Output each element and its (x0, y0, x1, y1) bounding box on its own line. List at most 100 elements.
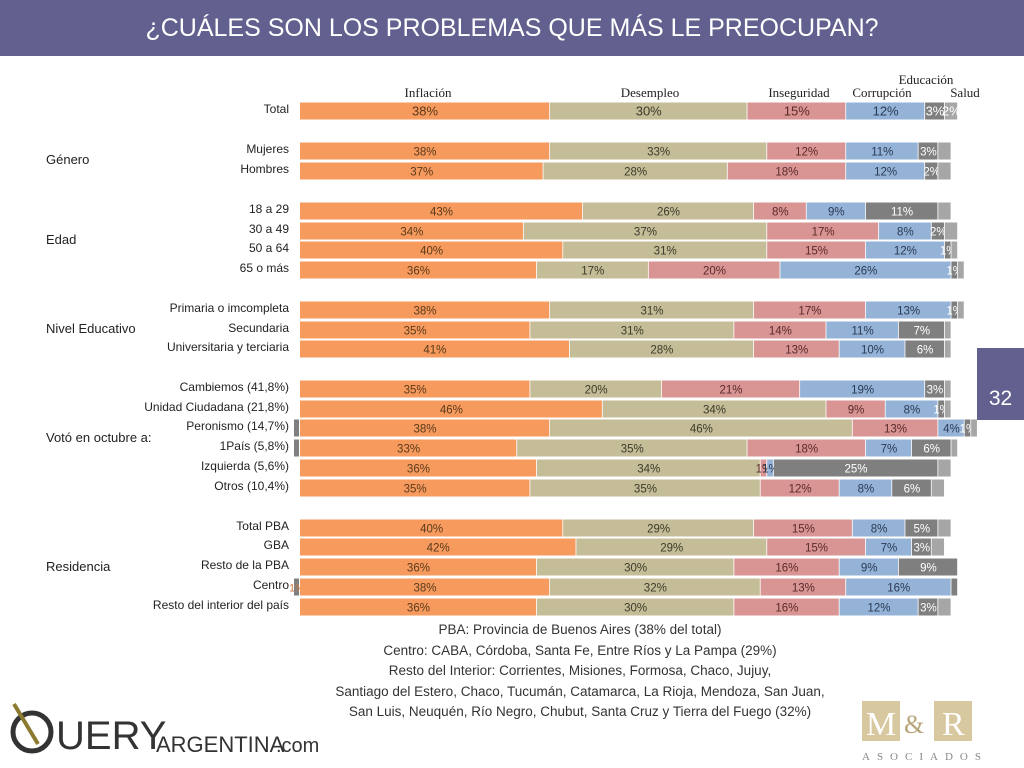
bar-data-label: 20% (585, 385, 608, 397)
bar-segment (938, 598, 951, 616)
footnote-line: San Luis, Neuquén, Río Negro, Chubut, Sa… (348, 704, 812, 719)
bar-segment (918, 142, 938, 160)
footnotes: PBA: Provincia de Buenos Aires (38% del … (300, 620, 860, 723)
bar-data-label: 12% (873, 104, 899, 119)
bar-data-label: 3% (926, 104, 945, 119)
bar-segment (550, 301, 754, 319)
bar-segment (517, 439, 747, 457)
legend-label-inflación: Inflación (405, 85, 452, 100)
bar-segment (760, 479, 839, 497)
bar-data-label: 18% (775, 167, 798, 179)
bar-segment (747, 439, 866, 457)
bar-data-label: 43% (430, 207, 453, 219)
bar-segment (898, 321, 945, 339)
bar-segment (767, 538, 866, 556)
bar-segment (938, 459, 951, 477)
bar-data-label: 12% (894, 246, 917, 258)
bar-segment (865, 202, 938, 220)
bar-segment (839, 558, 898, 576)
bar-data-label: 15% (805, 246, 828, 258)
bar-segment (826, 321, 898, 339)
category-label: Izquierda (5,6%) (200, 459, 289, 473)
bar-segment (300, 261, 537, 279)
bar-data-label: 41% (423, 345, 446, 357)
bar-segment (734, 598, 839, 616)
bar-segment (925, 102, 945, 120)
bar-segment (734, 321, 826, 339)
bar-data-label: 6% (904, 484, 921, 496)
category-label: Resto del interior del país (152, 598, 289, 612)
bar-segment (971, 419, 977, 437)
group-label: Nivel Educativo (46, 320, 136, 336)
bar-data-label: 36% (407, 563, 430, 575)
bar-data-label: 4% (943, 424, 960, 436)
bar-segment (300, 538, 576, 556)
mr-asociados-logo: M & R ASOCIADOS (862, 701, 981, 763)
bar-data-label: 8% (871, 524, 888, 536)
bar-data-label: 17% (812, 227, 835, 239)
category-label: 18 a 29 (248, 202, 289, 216)
bar-data-label: 15% (784, 104, 810, 119)
bar-data-label: 35% (634, 484, 657, 496)
bar-data-label: 16% (775, 603, 798, 615)
bar-segment (852, 419, 938, 437)
bar-data-label: 9% (920, 563, 937, 575)
bar-segment (300, 301, 550, 319)
bar-segment (550, 419, 852, 437)
bar-segment (300, 400, 602, 418)
category-label: 1País (5,8%) (219, 439, 289, 453)
bar-segment (938, 400, 945, 418)
bar-data-label: 12% (874, 167, 897, 179)
bar-data-label: 17% (798, 306, 821, 318)
bar-segment (300, 241, 563, 259)
bar-data-label: 38% (412, 104, 438, 119)
bar-segment (530, 321, 734, 339)
bar-segment (300, 321, 530, 339)
bar-segment (846, 142, 918, 160)
bar-segment (964, 419, 971, 437)
title-bar (0, 0, 1024, 56)
bar-data-label: 6% (923, 444, 940, 456)
bar-segment (911, 538, 931, 556)
bar-segment (951, 241, 958, 259)
bar-segment (846, 578, 951, 596)
bar-data-label: 12% (789, 484, 812, 496)
bar-segment (918, 598, 938, 616)
footnote-line: Santiago del Estero, Chaco, Tucumán, Cat… (335, 683, 825, 699)
bar-segment (300, 459, 537, 477)
bar-data-label: 3% (920, 603, 937, 615)
bar-segment (550, 578, 760, 596)
bar-data-label: 33% (647, 147, 670, 159)
bar-segment (925, 162, 938, 180)
category-label: Primaria o imcompleta (169, 301, 289, 315)
bar-data-label: 29% (647, 524, 670, 536)
bar-segment (576, 538, 767, 556)
bar-data-label: 11% (891, 207, 913, 219)
bar-data-label: 40% (420, 524, 443, 536)
bar-segment (536, 261, 648, 279)
bar-leading-mark (294, 439, 299, 457)
bar-segment (754, 301, 866, 319)
category-label: 50 a 64 (248, 241, 289, 255)
bar-data-label: 12% (868, 603, 891, 615)
bar-data-label: 37% (634, 227, 657, 239)
bar-segment (582, 202, 754, 220)
bar-segment (938, 519, 951, 537)
bar-data-label: 16% (775, 563, 798, 575)
bar-segment (865, 301, 951, 319)
bar-data-label: 31% (654, 246, 677, 258)
category-label: Resto de la PBA (200, 558, 289, 572)
bar-segment (536, 459, 760, 477)
category-label: Total (263, 102, 289, 116)
bar-data-label: 15% (805, 543, 828, 555)
bar-segment (898, 558, 958, 576)
category-label: Unidad Ciudadana (21,8%) (144, 400, 289, 414)
category-label: GBA (263, 538, 289, 552)
page-number: 32 (988, 387, 1013, 410)
bar-segment (300, 578, 550, 596)
bar-segment (826, 400, 885, 418)
bar-data-label: 17% (581, 266, 604, 278)
bar-data-label: 33% (397, 444, 420, 456)
category-label: Mujeres (246, 142, 289, 156)
bar-segment (563, 241, 767, 259)
